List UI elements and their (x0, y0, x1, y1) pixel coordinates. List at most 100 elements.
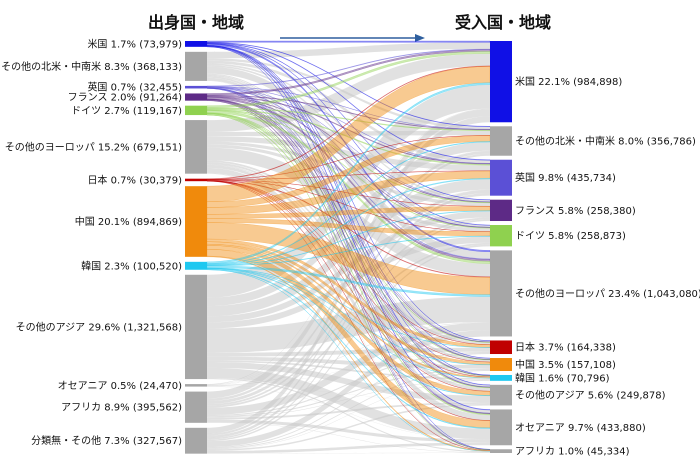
source-node-bar (185, 51, 207, 81)
flow-link (207, 109, 490, 399)
flow-link (207, 244, 490, 442)
flow-link (207, 353, 490, 449)
flow-link (207, 378, 490, 453)
target-node-label: ドイツ 5.8% (258,873) (515, 231, 626, 242)
target-node-label: アフリカ 1.0% (45,334) (515, 446, 630, 458)
flow-link (207, 330, 490, 448)
target-node-label: 日本 3.7% (164,338) (515, 341, 616, 354)
source-node-label: 中国 20.1% (894,869) (75, 215, 182, 228)
source-node-label: その他のヨーロッパ 15.2% (679,151) (5, 140, 182, 153)
source-node-label: オセアニア 0.5% (24,470) (58, 380, 182, 392)
flow-link (207, 367, 490, 440)
target-node-bar (490, 126, 512, 156)
flow-link (207, 108, 490, 385)
flow-link (207, 422, 490, 453)
flow-link (207, 66, 490, 259)
flow-link (207, 362, 490, 402)
flow-link (207, 322, 490, 415)
flow-link (207, 65, 490, 228)
flow-link (207, 53, 490, 132)
flow-link (207, 370, 490, 450)
source-node-label: 英国 0.7% (32,455) (87, 81, 182, 94)
target-node-bar (490, 159, 512, 196)
flow-link (207, 219, 490, 440)
target-node-label: その他のアジア 5.6% (249,878) (515, 389, 666, 402)
target-node-bar (490, 41, 512, 123)
flow-link (207, 386, 490, 453)
flow-link (207, 379, 490, 387)
flow-link (207, 379, 490, 418)
source-node-bar (185, 93, 207, 101)
flow-link (207, 130, 490, 137)
flow-link (207, 368, 490, 387)
target-node-bar (490, 409, 512, 446)
source-node-label: ドイツ 2.7% (119,167) (71, 106, 182, 117)
flow-link (207, 42, 490, 59)
flow-link (207, 147, 490, 277)
source-node-label: フランス 2.0% (91,264) (68, 92, 182, 104)
flow-link (207, 356, 490, 369)
source-node-label: その他のアジア 29.6% (1,321,568) (16, 320, 183, 333)
target-node-bar (490, 340, 512, 355)
target-node-label: その他の北米・中南米 8.0% (356,786) (515, 135, 696, 148)
flow-link (207, 452, 490, 454)
flow-link (207, 189, 490, 386)
source-node-label: その他の北米・中南米 8.3% (368,133) (1, 60, 182, 73)
target-node-label: 中国 3.5% (157,108) (515, 358, 616, 371)
flow-link (207, 347, 490, 357)
source-node-label: 日本 0.7% (30,379) (87, 173, 182, 186)
source-node-bar (185, 274, 207, 380)
flow-link (207, 380, 490, 450)
flow-link (207, 368, 490, 418)
source-node-label: 韓国 2.3% (100,520) (81, 260, 182, 272)
target-nodes: 米国 22.1% (984,898) その他の北米・中南米 8.0% (356,7… (490, 41, 700, 458)
flow-link (207, 164, 490, 392)
target-node-label: 英国 9.8% (435,734) (515, 171, 616, 184)
source-node-label: アフリカ 8.9% (395,562) (61, 402, 182, 414)
flow-link (207, 84, 490, 298)
flow-link (207, 351, 490, 417)
source-nodes: 米国 1.7% (73,979) その他の北米・中南米 8.3% (368,133… (1, 37, 207, 454)
source-node-bar (185, 427, 207, 454)
source-node-bar (185, 186, 207, 257)
flow-link (207, 150, 490, 385)
flow-link (207, 402, 490, 420)
flow-link (206, 40, 491, 43)
target-node-bar (490, 199, 512, 222)
source-node-label: 分類無・その他 7.3% (327,567) (31, 434, 182, 447)
source-node-bar (185, 41, 207, 47)
flow-link (207, 419, 490, 443)
flow-links (206, 40, 491, 454)
target-node-label: その他のヨーロッパ 23.4% (1,043,080) (515, 287, 700, 300)
target-node-label: オセアニア 9.7% (433,880) (515, 422, 646, 434)
flow-link (207, 386, 490, 440)
target-node-bar (490, 374, 512, 381)
flow-link (207, 242, 490, 408)
source-node-bar (185, 85, 207, 89)
source-node-bar (185, 105, 207, 116)
flow-link (207, 189, 490, 405)
source-node-bar (185, 391, 207, 423)
flow-link (207, 162, 490, 362)
target-node-label: フランス 5.8% (258,380) (515, 205, 636, 217)
right-header: 受入国・地域 (455, 13, 551, 32)
target-node-label: 米国 22.1% (984,898) (515, 75, 622, 88)
source-node-label: 米国 1.7% (73,979) (87, 37, 182, 50)
target-node-bar (490, 250, 512, 337)
source-node-bar (185, 261, 207, 270)
flow-link (207, 164, 490, 377)
source-node-bar (185, 384, 207, 387)
target-node-bar (490, 449, 512, 453)
flow-link (207, 386, 490, 403)
flow-link (207, 217, 490, 386)
source-node-bar (185, 120, 207, 174)
target-node-bar (490, 384, 512, 406)
flow-link (207, 442, 490, 454)
target-node-bar (490, 358, 512, 371)
flow-link (207, 242, 490, 386)
target-node-bar (490, 225, 512, 247)
flow-link (207, 136, 490, 171)
target-node-label: 韓国 1.6% (70,796) (515, 372, 610, 384)
